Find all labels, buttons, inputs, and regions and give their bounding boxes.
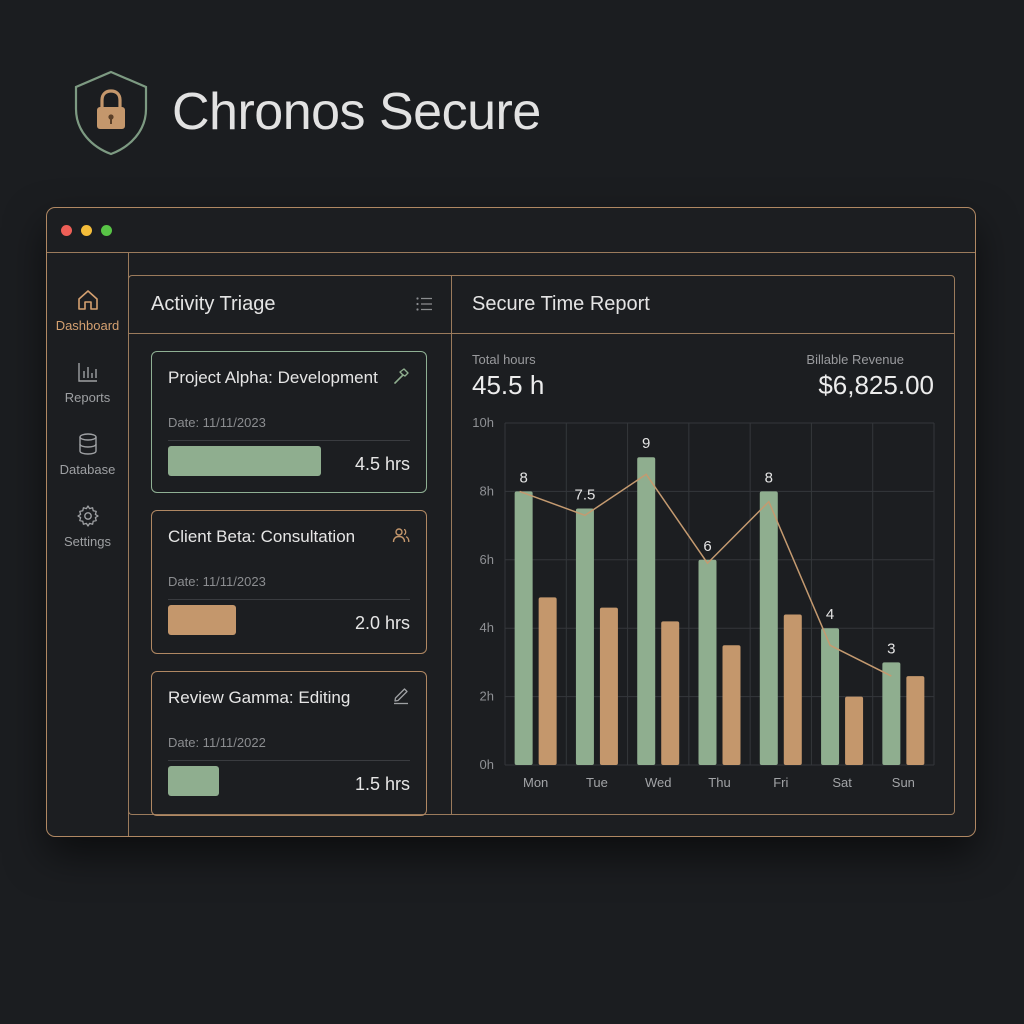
sidebar-item-label: Settings	[64, 534, 111, 549]
activity-title: Project Alpha: Development	[168, 368, 378, 387]
activity-date: Date: 11/11/2023	[168, 574, 266, 589]
weekly-hours-chart: 0h 2h 4h 6h 8h 10h 8 Mon 7.5 Tue 9 Wed 6 Thu 8 Fri 4 Sat 3…	[472, 416, 935, 790]
sidebar-item-settings[interactable]: Settings	[47, 504, 128, 549]
hours-bar	[168, 605, 236, 635]
sidebar-item-label: Dashboard	[55, 318, 120, 333]
sidebar-item-dashboard[interactable]: Dashboard	[47, 288, 128, 333]
bar-chart-icon	[77, 363, 97, 382]
data-label: 4	[826, 606, 834, 623]
y-tick-label: 6h	[480, 552, 494, 567]
bar	[538, 597, 557, 765]
x-tick-label: Thu	[708, 775, 730, 790]
billable-revenue-value: $6,825.00	[818, 370, 934, 400]
panel-title: Activity Triage	[151, 293, 276, 315]
hours-bar	[168, 446, 321, 476]
card-divider	[168, 599, 410, 600]
pencil-icon	[394, 688, 408, 705]
users-icon	[392, 528, 410, 543]
bar	[722, 645, 741, 765]
x-tick-label: Wed	[645, 775, 672, 790]
activity-card[interactable]: Review Gamma: Editing Date: 11/11/2022 1…	[151, 671, 427, 816]
window-titlebar	[47, 208, 975, 253]
time-report-panel: Secure Time Report Total hours 45.5 h Bi…	[451, 275, 955, 815]
bar	[759, 491, 778, 765]
sidebar: Dashboard Reports Database Settings	[47, 253, 129, 836]
activity-hours: 2.0 hrs	[354, 613, 410, 633]
activity-date: Date: 11/11/2022	[168, 735, 266, 750]
x-tick-label: Sat	[832, 775, 852, 790]
bar	[882, 662, 901, 765]
activity-hours: 1.5 hrs	[354, 774, 410, 794]
brand-header: Chronos Secure	[72, 68, 541, 158]
bar	[783, 614, 802, 765]
sidebar-item-label: Database	[59, 462, 116, 477]
hammer-icon	[394, 368, 409, 384]
total-hours-label: Total hours	[472, 352, 536, 367]
y-tick-label: 4h	[480, 620, 494, 635]
bar	[575, 508, 594, 765]
list-icon[interactable]	[415, 295, 433, 313]
bar	[821, 628, 840, 765]
gear-icon	[76, 505, 99, 527]
x-tick-label: Fri	[773, 775, 788, 790]
activity-card[interactable]: Client Beta: Consultation Date: 11/11/20…	[151, 510, 427, 654]
total-hours-value: 45.5 h	[472, 370, 545, 400]
close-window-button[interactable]	[61, 225, 72, 236]
data-label: 8	[765, 469, 773, 486]
time-report-header: Secure Time Report	[452, 276, 954, 334]
bar	[698, 559, 717, 765]
x-tick-label: Sun	[892, 775, 915, 790]
y-tick-label: 2h	[480, 689, 494, 704]
brand-title: Chronos Secure	[172, 83, 541, 141]
maximize-window-button[interactable]	[101, 225, 112, 236]
lock-shield-icon	[74, 70, 148, 156]
app-window: Dashboard Reports Database Settings	[46, 207, 976, 837]
x-tick-label: Tue	[586, 775, 608, 790]
database-icon	[78, 433, 97, 455]
hours-bar	[168, 766, 219, 796]
x-tick-label: Mon	[523, 775, 548, 790]
activity-triage-header: Activity Triage	[129, 276, 451, 334]
activity-title: Client Beta: Consultation	[168, 527, 356, 546]
data-label: 6	[703, 538, 711, 555]
activity-card[interactable]: Project Alpha: Development Date: 11/11/2…	[151, 351, 427, 493]
sidebar-item-reports[interactable]: Reports	[47, 360, 128, 405]
sidebar-item-label: Reports	[64, 390, 111, 405]
y-tick-label: 10h	[472, 416, 494, 430]
bar	[845, 696, 864, 765]
data-label: 8	[519, 469, 527, 486]
activity-title: Review Gamma: Editing	[168, 688, 351, 707]
activity-date: Date: 11/11/2023	[168, 415, 266, 430]
data-label: 9	[642, 435, 650, 452]
y-tick-label: 8h	[480, 483, 494, 498]
home-icon	[77, 290, 98, 310]
bar	[514, 491, 533, 765]
card-divider	[168, 760, 410, 761]
series-line	[519, 473, 892, 677]
sidebar-item-database[interactable]: Database	[47, 432, 128, 477]
data-label: 3	[887, 640, 895, 657]
billable-revenue-label: Billable Revenue	[806, 352, 904, 367]
minimize-window-button[interactable]	[81, 225, 92, 236]
bar	[661, 621, 680, 765]
bar	[599, 607, 618, 765]
activity-hours: 4.5 hrs	[354, 454, 410, 474]
card-divider	[168, 440, 410, 441]
y-tick-label: 0h	[480, 757, 494, 772]
activity-triage-panel: Activity Triage Project Alpha: Developme…	[128, 275, 451, 816]
data-label: 7.5	[574, 487, 595, 504]
bar	[906, 676, 925, 765]
bar	[637, 457, 656, 765]
panel-title: Secure Time Report	[472, 293, 650, 315]
